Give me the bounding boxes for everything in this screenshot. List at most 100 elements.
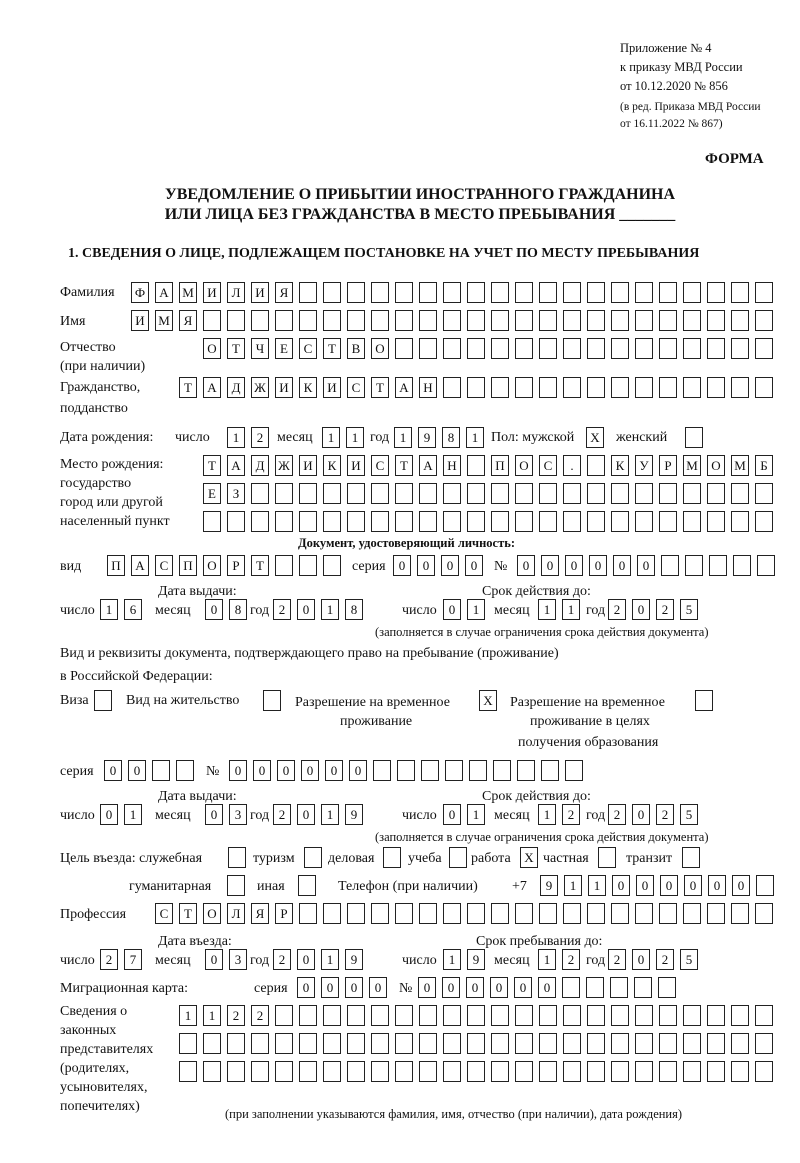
doc-issue-year-cell[interactable]: 1 [321,599,339,620]
right-issue-day-cell[interactable]: 1 [124,804,142,825]
reps-line1-cell[interactable] [323,1005,341,1026]
birthplace-line1-cell[interactable]: К [323,455,341,476]
reps-line2-cell[interactable] [227,1033,245,1054]
reps-line2-cell[interactable] [179,1033,197,1054]
reps-line1-cell[interactable]: 2 [227,1005,245,1026]
name-cell[interactable] [419,310,437,331]
birthplace-line3-cell[interactable] [203,511,221,532]
mc-number-cell[interactable] [610,977,628,998]
doc-number-cell[interactable]: 0 [541,555,559,576]
patronymic-cell[interactable]: Ч [251,338,269,359]
reps-line3-cell[interactable] [587,1061,605,1082]
phone-cell[interactable]: 0 [708,875,726,896]
profession-cell[interactable] [611,903,629,924]
citizenship-cell[interactable]: Д [227,377,245,398]
reps-line1-cell[interactable] [755,1005,773,1026]
birthplace-line1-cell[interactable]: И [299,455,317,476]
profession-cell[interactable] [731,903,749,924]
right-valid-month-cell[interactable]: 1 [538,804,556,825]
reps-line2-cell[interactable] [683,1033,701,1054]
profession-cell[interactable] [515,903,533,924]
surname-cell[interactable] [611,282,629,303]
entry-year-cell[interactable]: 9 [345,949,363,970]
trp-cell[interactable]: X [479,690,497,711]
reps-line3-cell[interactable] [731,1061,749,1082]
birthplace-line3-cell[interactable] [419,511,437,532]
patronymic-cell[interactable] [755,338,773,359]
phone-cell[interactable]: 0 [732,875,750,896]
sex-male-cell[interactable]: X [586,427,604,448]
entry-day-cell[interactable]: 7 [124,949,142,970]
stay-month-cell[interactable]: 2 [562,949,580,970]
surname-cell[interactable] [659,282,677,303]
doc-issue-month-cell[interactable]: 8 [229,599,247,620]
patronymic-cell[interactable] [419,338,437,359]
phone-cell[interactable]: 9 [540,875,558,896]
birthplace-line1-cell[interactable] [587,455,605,476]
birthplace-line1-cell[interactable] [467,455,485,476]
reps-line1-cell[interactable] [683,1005,701,1026]
patronymic-cell[interactable] [467,338,485,359]
reps-line2-cell[interactable] [371,1033,389,1054]
doc-kind-cell[interactable]: А [131,555,149,576]
reps-line1-cell[interactable] [635,1005,653,1026]
citizenship-cell[interactable]: А [395,377,413,398]
surname-cell[interactable] [755,282,773,303]
mc-series-cell[interactable]: 0 [345,977,363,998]
patronymic-cell[interactable] [587,338,605,359]
mc-series-cell[interactable]: 0 [321,977,339,998]
doc-number-cell[interactable] [661,555,679,576]
birthplace-line3-cell[interactable] [467,511,485,532]
reps-line1-cell[interactable]: 1 [179,1005,197,1026]
doc-issue-month-cell[interactable]: 0 [205,599,223,620]
doc-number-cell[interactable]: 0 [589,555,607,576]
stay-year-cell[interactable]: 0 [632,949,650,970]
citizenship-cell[interactable] [587,377,605,398]
doc-kind-cell[interactable] [275,555,293,576]
birthplace-line3-cell[interactable] [659,511,677,532]
birthplace-line3-cell[interactable] [563,511,581,532]
mc-number-cell[interactable] [658,977,676,998]
mc-number-cell[interactable] [586,977,604,998]
p-business-cell[interactable] [383,847,401,868]
visa-cell[interactable] [94,690,112,711]
name-cell[interactable] [443,310,461,331]
birthplace-line1-cell[interactable]: Р [659,455,677,476]
reps-line3-cell[interactable] [299,1061,317,1082]
birthplace-line3-cell[interactable] [251,511,269,532]
birthplace-line2-cell[interactable] [731,483,749,504]
doc-kind-cell[interactable] [323,555,341,576]
mc-number-cell[interactable]: 0 [490,977,508,998]
doc-valid-day-cell[interactable]: 0 [443,599,461,620]
profession-cell[interactable] [659,903,677,924]
reps-line1-cell[interactable] [563,1005,581,1026]
profession-cell[interactable]: С [155,903,173,924]
name-cell[interactable] [347,310,365,331]
birthplace-line2-cell[interactable] [635,483,653,504]
right-series-cell[interactable]: 0 [104,760,122,781]
right-number-cell[interactable] [397,760,415,781]
birthplace-line3-cell[interactable] [491,511,509,532]
doc-issue-day-cell[interactable]: 6 [124,599,142,620]
patronymic-cell[interactable] [443,338,461,359]
phone-cell[interactable]: 1 [588,875,606,896]
birthplace-line1-cell[interactable]: М [683,455,701,476]
stay-day-cell[interactable]: 1 [443,949,461,970]
phone-cell[interactable]: 0 [684,875,702,896]
citizenship-cell[interactable]: К [299,377,317,398]
patronymic-cell[interactable] [659,338,677,359]
birthplace-line3-cell[interactable] [515,511,533,532]
reps-line2-cell[interactable] [395,1033,413,1054]
right-number-cell[interactable]: 0 [349,760,367,781]
right-number-cell[interactable] [445,760,463,781]
reps-line2-cell[interactable] [251,1033,269,1054]
mc-number-cell[interactable] [634,977,652,998]
citizenship-cell[interactable]: Ж [251,377,269,398]
surname-cell[interactable]: И [203,282,221,303]
name-cell[interactable] [203,310,221,331]
citizenship-cell[interactable] [443,377,461,398]
right-number-cell[interactable]: 0 [325,760,343,781]
name-cell[interactable]: И [131,310,149,331]
birthplace-line3-cell[interactable] [323,511,341,532]
entry-month-cell[interactable]: 0 [205,949,223,970]
